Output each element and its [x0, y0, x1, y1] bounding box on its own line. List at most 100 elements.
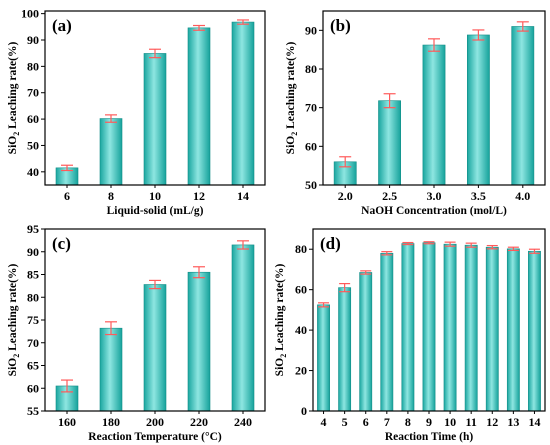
plot-frame: [322, 10, 546, 186]
bar: [443, 243, 457, 412]
y-axis-title: SiO2 Leaching rate(%): [285, 42, 299, 155]
x-tick-label: 8: [405, 415, 411, 429]
y-tick-label: 60: [305, 139, 317, 153]
x-tick-label: 7: [384, 415, 390, 429]
bar: [317, 304, 330, 412]
x-tick-label: 3.0: [427, 189, 442, 203]
error-bar: [193, 24, 205, 31]
y-tick-label: 50: [27, 138, 39, 152]
error-bar: [61, 164, 73, 172]
plot-frame: [44, 228, 266, 412]
y-tick-label: 50: [305, 178, 317, 192]
y-tick-label: 95: [27, 222, 39, 236]
error-bar: [360, 270, 372, 275]
error-bar: [472, 29, 485, 41]
y-tick-label: 80: [295, 242, 307, 256]
x-tick-label: 12: [193, 189, 205, 203]
x-tick-label: 220: [190, 415, 208, 429]
y-tick-label: 60: [27, 112, 39, 126]
x-tick-label: 12: [486, 415, 498, 429]
error-bar: [402, 241, 414, 246]
error-bar: [381, 251, 393, 256]
bar: [99, 118, 123, 186]
x-tick-label: 11: [466, 415, 477, 429]
error-bar: [383, 93, 396, 109]
x-tick-label: 10: [149, 189, 161, 203]
plot-frame: [44, 10, 266, 186]
y-tick-label: 0: [301, 404, 307, 418]
panel-label: (d): [320, 234, 341, 253]
error-bar: [237, 19, 249, 25]
error-bar: [105, 321, 117, 336]
x-tick-label: 200: [146, 415, 164, 429]
y-tick-label: 90: [27, 33, 39, 47]
bar: [380, 252, 394, 412]
x-tick-label: 14: [237, 189, 249, 203]
panel-label: (c): [52, 234, 71, 253]
error-bar: [507, 246, 519, 252]
x-tick-label: 13: [507, 415, 519, 429]
bar: [338, 287, 352, 412]
bar: [422, 44, 446, 186]
x-tick-label: 4.0: [515, 189, 530, 203]
y-tick-label: 80: [305, 62, 317, 76]
y-tick-label: 100: [21, 7, 39, 21]
bar: [528, 250, 541, 412]
y-axis-title: SiO2 Leaching rate(%): [7, 42, 21, 155]
y-tick-label: 75: [27, 313, 39, 327]
x-axis-title: Reaction Time (h): [385, 431, 474, 443]
error-bar: [428, 38, 440, 52]
error-bar: [444, 241, 456, 247]
y-tick-label: 55: [27, 404, 39, 418]
bar: [231, 244, 255, 412]
x-tick-label: 160: [58, 415, 76, 429]
bar: [359, 272, 373, 412]
error-bar: [339, 283, 351, 293]
error-bar: [149, 279, 161, 290]
error-bar: [339, 156, 352, 168]
error-bar: [516, 21, 529, 32]
error-bar: [423, 241, 435, 245]
chart-panel-b: 2.0 2.5 3.0 3.5 4.0 50 60 70 80 90 (b) NaOH Concent…: [285, 10, 546, 217]
bar: [187, 27, 211, 186]
x-tick-label: 9: [426, 415, 432, 429]
bar: [231, 21, 255, 186]
error-bar: [465, 242, 477, 248]
y-tick-label: 60: [295, 283, 307, 297]
chart-panel-d: 4 5 6 7 8 9 10 11 12 13 14 0 20 40 60 80 (d) Reaction Tim…: [274, 228, 546, 443]
y-tick-label: 90: [305, 23, 317, 37]
bar: [99, 327, 123, 412]
bar: [511, 26, 535, 186]
y-tick-label: 40: [27, 165, 39, 179]
chart-panel-a: 6 8 10 12 14 40 50 60 70 80 90 100 (a) Liquid-solid (…: [7, 7, 266, 217]
x-tick-label: 4: [321, 415, 327, 429]
y-tick-label: 70: [27, 336, 39, 350]
x-tick-label: 6: [363, 415, 369, 429]
error-bar: [318, 302, 330, 308]
y-tick-label: 40: [295, 323, 307, 337]
y-tick-label: 90: [27, 245, 39, 259]
bar: [143, 284, 167, 412]
chart-panel-c: 160 180 200 220 240 55 60 65 70 75 80 85 90 95 (c) Reac…: [7, 222, 266, 443]
y-tick-label: 20: [295, 364, 307, 378]
x-axis-title: NaOH Concentration (mol/L): [361, 205, 507, 217]
x-tick-label: 14: [528, 415, 540, 429]
y-tick-label: 80: [27, 59, 39, 73]
x-tick-label: 2.0: [338, 189, 353, 203]
x-tick-label: 6: [64, 189, 70, 203]
error-bar: [486, 244, 498, 250]
x-tick-label: 2.5: [382, 189, 397, 203]
bar: [466, 34, 490, 186]
y-tick-label: 80: [27, 290, 39, 304]
error-bar: [193, 266, 205, 279]
bar: [401, 243, 415, 412]
bar: [506, 248, 520, 412]
bar: [464, 244, 478, 412]
x-tick-label: 10: [444, 415, 456, 429]
plot-frame: [312, 228, 546, 412]
x-axis-title: Liquid-solid (mL/g): [107, 205, 204, 217]
error-bar: [149, 48, 161, 59]
error-bar: [61, 379, 73, 393]
x-axis-title: Reaction Temperature (°C): [88, 431, 222, 443]
